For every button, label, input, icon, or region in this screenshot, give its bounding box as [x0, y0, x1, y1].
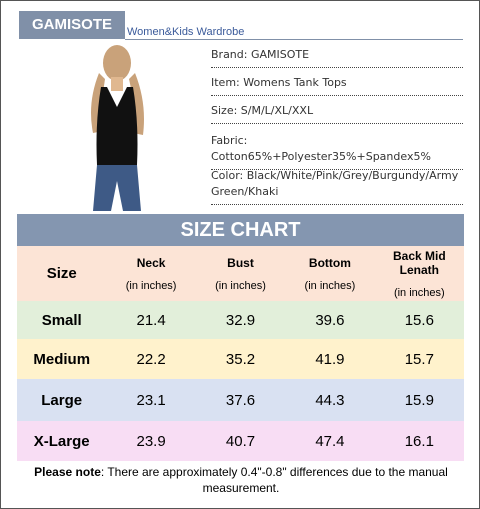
size-label: X-Large [33, 432, 90, 450]
header-rule [125, 39, 463, 40]
measurement: 23.1 [136, 391, 166, 409]
header-cell: Back Mid Lenath (in inches) [375, 246, 464, 301]
info-line: Color: Black/White/Pink/Grey/Burgundy/Ar… [211, 168, 463, 205]
size-row: Large 23.1 37.6 44.3 15.9 [17, 379, 464, 421]
column-name: Size [46, 265, 77, 282]
measurement: 22.2 [136, 350, 166, 368]
column-unit: (in inches) [393, 286, 445, 299]
column-unit: (in inches) [215, 279, 266, 292]
tagline: Women&Kids Wardrobe [127, 26, 245, 38]
info-line: Item: Womens Tank Tops [211, 75, 463, 96]
note: Please note: There are approximately 0.4… [31, 464, 451, 496]
note-text: : There are approximately 0.4"-0.8" diff… [100, 465, 448, 495]
size-row: Small 21.4 32.9 39.6 15.6 [17, 301, 464, 339]
header-cell: Neck (in inches) [106, 246, 195, 301]
note-label: Please note [34, 465, 101, 479]
measurement: 39.6 [315, 311, 345, 329]
measurement: 15.9 [404, 391, 434, 409]
header-cell: Bottom (in inches) [285, 246, 374, 301]
measurement: 32.9 [225, 311, 256, 329]
measurement: 37.6 [225, 391, 256, 409]
measurement: 41.9 [315, 350, 345, 368]
header-cell: Size [17, 246, 106, 301]
header-cell: Bust (in inches) [196, 246, 285, 301]
size-row: X-Large 23.9 40.7 47.4 16.1 [17, 421, 464, 461]
measurement: 44.3 [315, 391, 345, 409]
info-line: Fabric: Cotton65%+Polyester35%+Spandex5% [211, 133, 463, 170]
column-name: Back Mid Lenath [392, 248, 446, 277]
measurement: 16.1 [404, 432, 434, 450]
size-row: Medium 22.2 35.2 41.9 15.7 [17, 339, 464, 379]
column-name: Bust [227, 255, 254, 270]
column-name: Neck [136, 255, 166, 270]
size-label: Medium [33, 350, 91, 368]
measurement: 15.6 [404, 311, 434, 329]
brand-badge: GAMISOTE [19, 11, 125, 39]
measurement: 23.9 [136, 432, 166, 450]
info-line: Brand: GAMISOTE [211, 47, 463, 68]
column-name: Bottom [308, 255, 351, 270]
measurement: 40.7 [225, 432, 256, 450]
info-line: Size: S/M/L/XL/XXL [211, 103, 463, 124]
measurement: 47.4 [315, 432, 345, 450]
column-unit: (in inches) [125, 279, 177, 292]
header-row: Size Neck (in inches) Bust (in inches) Bottom… [17, 246, 464, 301]
measurement: 21.4 [136, 311, 166, 329]
chart-title: SIZE CHART [17, 214, 464, 246]
measurement: 35.2 [225, 350, 256, 368]
column-unit: (in inches) [304, 279, 356, 292]
product-photo [91, 45, 144, 211]
size-chart: SIZE CHART Size Neck (in inches) Bust (in in… [17, 214, 464, 461]
size-label: Small [41, 311, 82, 329]
size-label: Large [41, 391, 83, 409]
measurement: 15.7 [404, 350, 434, 368]
